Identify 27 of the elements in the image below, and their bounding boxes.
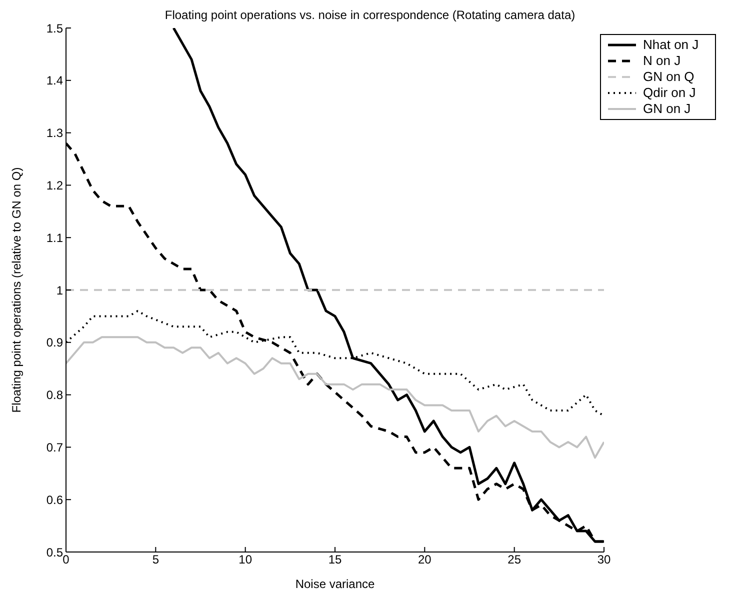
y-tick-label: 1.1 (46, 230, 64, 245)
x-tick-label: 10 (238, 552, 252, 567)
line-series (66, 336, 604, 459)
x-axis-title: Noise variance (295, 577, 376, 591)
y-tick-label: 0.9 (46, 336, 64, 350)
legend-label: Nhat on J (643, 37, 699, 53)
y-axis-title: Floating point operations (relative to GN on Q) (9, 167, 24, 413)
y-tick-label: 0.8 (46, 388, 64, 402)
y-tick-label: 1.4 (46, 74, 64, 88)
legend-label: GN on Q (643, 69, 694, 85)
y-tick-label: 0.7 (46, 440, 64, 454)
x-tick-label: 25 (508, 552, 522, 567)
legend-label: GN on J (643, 101, 691, 117)
y-tick-label: 1.2 (46, 178, 64, 192)
legend-label: N on J (643, 53, 681, 69)
x-tick-label: 5 (152, 552, 160, 567)
y-tick-label: 1 (56, 283, 64, 298)
y-tick-label: 0.6 (46, 492, 64, 507)
x-tick-label: 15 (328, 552, 342, 567)
x-tick-label: 30 (597, 552, 611, 567)
y-tick-label: 1.5 (46, 21, 64, 36)
chart-title: Floating point operations vs. noise in correspondence (Rotating camera data) (164, 8, 576, 22)
x-tick-label: 20 (418, 552, 432, 567)
legend-label: Qdir on J (643, 85, 696, 101)
y-tick-label: 0.5 (46, 545, 64, 560)
x-tick-label: 0 (62, 552, 70, 567)
y-tick-label: 1.3 (46, 126, 64, 140)
